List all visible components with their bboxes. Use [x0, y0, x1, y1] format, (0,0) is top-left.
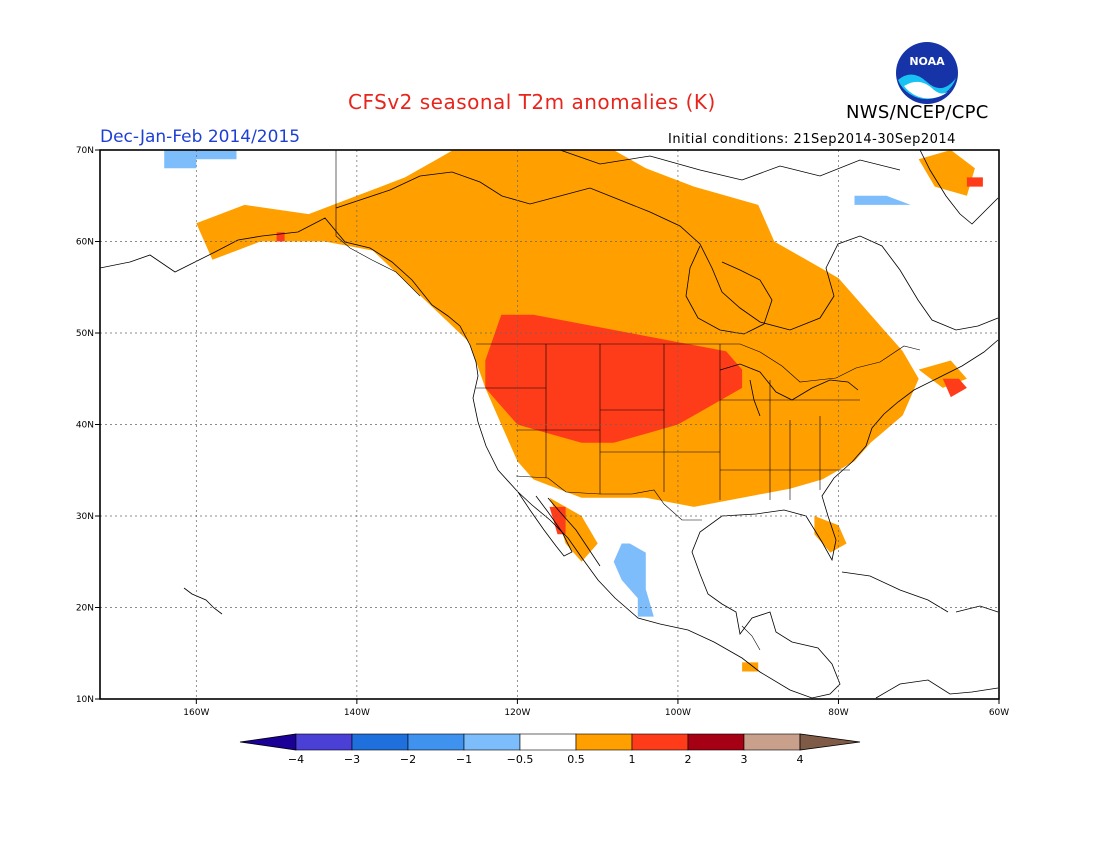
colorbar-level-label: 2 — [685, 753, 692, 766]
colorbar-level-label: −0.5 — [507, 753, 534, 766]
border-states-east — [719, 344, 860, 500]
colorbar-segment — [519, 733, 577, 751]
political-borders — [335, 150, 921, 651]
coastline-arctic-islands — [559, 150, 901, 181]
colorbar-level-label: −2 — [400, 753, 416, 766]
colorbar-segment — [687, 733, 745, 751]
lon-tick-label: 120W — [504, 708, 530, 718]
lon-tick-label: 60W — [989, 708, 1009, 718]
colorbar-segment — [351, 733, 409, 751]
coastline-gulf-california — [547, 497, 601, 567]
colorbar-segment — [575, 733, 633, 751]
border-us-canada — [476, 343, 921, 383]
anomaly-region-4 — [918, 150, 975, 196]
initial-conditions-label: Initial conditions: 21Sep2014-30Sep2014 — [668, 132, 956, 147]
coastline-baja — [517, 491, 573, 557]
coastline-north-america — [100, 217, 999, 699]
colorbar-level-label: 0.5 — [567, 753, 585, 766]
border-states-west — [476, 344, 720, 494]
lat-tick-label: 70N — [76, 146, 94, 156]
colorbar-level-label: 1 — [629, 753, 636, 766]
axis-ticks: 160W 140W 120W 100W 80W 60W 10N 20N 30N 40N 50N 60N… — [76, 146, 1009, 718]
anomaly-region-13 — [854, 195, 911, 205]
lat-tick-label: 40N — [76, 421, 94, 431]
coastline-arctic — [335, 171, 999, 331]
anomaly-region-10 — [966, 177, 983, 187]
lat-tick-label: 10N — [76, 695, 94, 705]
noaa-logo: NOAA — [896, 42, 958, 104]
colorbar-level-label: −1 — [456, 753, 472, 766]
colorbar-segment — [631, 733, 689, 751]
anomaly-region-9 — [276, 232, 285, 242]
noaa-logo-text: NOAA — [909, 55, 945, 68]
anomaly-region-11 — [164, 150, 237, 169]
lat-tick-label: 60N — [76, 238, 94, 248]
lat-tick-label: 30N — [76, 512, 94, 522]
border-mexico-central-america — [741, 625, 761, 651]
colorbar-level-label: −3 — [344, 753, 360, 766]
coastline-cuba — [841, 571, 949, 613]
colorbar-segment — [463, 733, 521, 751]
coastline-hudson-bay — [685, 245, 773, 335]
lon-tick-label: 160W — [183, 708, 209, 718]
chart-title: CFSv2 seasonal T2m anomalies (K) — [348, 90, 716, 114]
anomaly-region-5 — [742, 662, 759, 672]
colorbar-arrow-low — [239, 733, 297, 751]
graticule — [100, 150, 999, 699]
lon-tick-label: 80W — [828, 708, 848, 718]
season-label: Dec-Jan-Feb 2014/2015 — [100, 127, 301, 147]
colorbar-segment — [407, 733, 465, 751]
coastline-hispaniola — [955, 605, 999, 613]
colorbar-level-label: 3 — [741, 753, 748, 766]
colorbar-segment — [743, 733, 801, 751]
coastline-greenland — [919, 150, 999, 225]
colorbar-level-label: 4 — [797, 753, 804, 766]
colorbar-level-label: −4 — [288, 753, 304, 766]
colorbar-arrow-high — [799, 733, 861, 751]
coastline-south-america — [875, 679, 999, 699]
lon-tick-label: 100W — [665, 708, 691, 718]
anomaly-region-8 — [942, 378, 967, 398]
organization-label: NWS/NCEP/CPC — [846, 102, 989, 123]
lat-tick-label: 50N — [76, 329, 94, 339]
lat-tick-label: 20N — [76, 604, 94, 614]
border-us-mexico — [515, 475, 702, 521]
border-alaska-canada — [335, 150, 421, 297]
colorbar: −4 −3 −2 −1 −0.5 0.5 1 2 3 4 — [239, 733, 861, 766]
anomaly-region-12 — [613, 543, 654, 617]
coastline-hawaii — [183, 587, 223, 615]
colorbar-segment — [295, 733, 353, 751]
lon-tick-label: 140W — [344, 708, 370, 718]
coastlines — [100, 150, 999, 699]
